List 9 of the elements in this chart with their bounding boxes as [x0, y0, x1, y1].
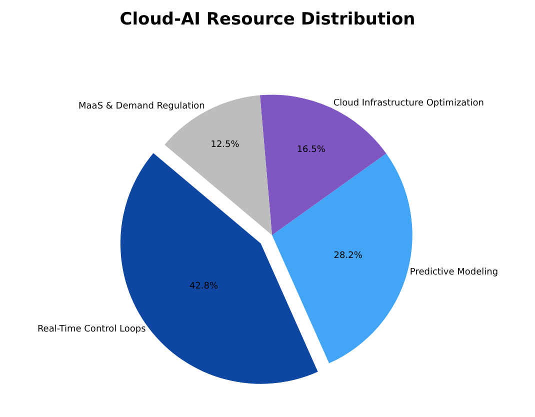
slice-label: Cloud Infrastructure Optimization — [333, 98, 484, 109]
slice-label: MaaS & Demand Regulation — [78, 102, 205, 112]
slice-label: Real-Time Control Loops — [37, 324, 146, 335]
data-label: 12.5% — [210, 140, 240, 150]
data-label: 42.8% — [189, 281, 218, 292]
slice-label: Predictive Modeling — [410, 267, 498, 278]
data-label: 16.5% — [296, 144, 326, 155]
chart-title: Cloud-AI Resource Distribution — [120, 9, 416, 30]
data-label: 28.2% — [334, 250, 363, 261]
